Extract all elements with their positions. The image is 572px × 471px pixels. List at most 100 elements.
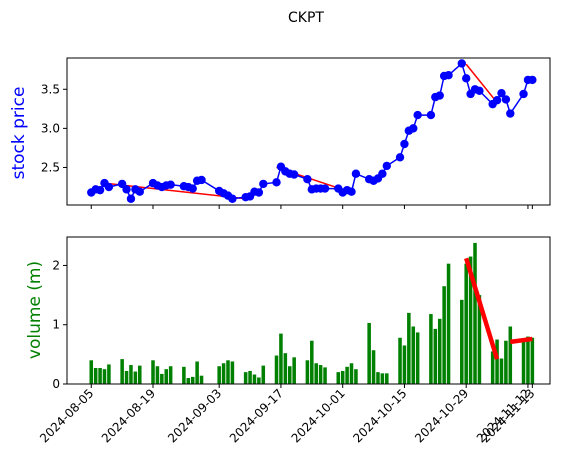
price-point xyxy=(347,187,356,196)
price-plot-frame xyxy=(66,57,551,206)
volume-bar xyxy=(190,376,195,384)
price-axis-title: stock price xyxy=(9,87,29,180)
volume-bar xyxy=(138,365,142,384)
price-point xyxy=(501,95,511,104)
volume-bar xyxy=(221,363,226,384)
price-point xyxy=(519,89,528,99)
volume-bar xyxy=(407,312,411,384)
volume-axis-title: volume (m) xyxy=(25,261,45,359)
volume-bar xyxy=(433,328,438,384)
price-point xyxy=(497,88,506,98)
volume-bar xyxy=(98,367,102,384)
volume-bar xyxy=(124,370,129,384)
volume-bar xyxy=(411,326,416,384)
volume-bar xyxy=(354,369,358,384)
volume-panel: volume (m) 012 2024-08-05 2024-08-19 2024-… xyxy=(25,236,551,445)
volume-bar xyxy=(261,365,266,384)
price-point xyxy=(444,71,453,80)
volume-bar xyxy=(93,367,98,384)
volume-bar xyxy=(279,333,283,384)
volume-bar xyxy=(310,340,314,384)
volume-bar xyxy=(129,365,133,384)
volume-bar xyxy=(442,286,446,384)
volume-bar xyxy=(504,340,508,384)
volume-bar xyxy=(257,377,261,384)
volume-bar xyxy=(314,363,318,384)
volume-bar xyxy=(182,366,186,384)
volume-bar xyxy=(305,360,310,384)
price-ytick-label: 3.5 xyxy=(41,82,60,96)
price-point xyxy=(135,187,144,196)
volume-bar xyxy=(151,360,155,384)
x-tick-label: 2024-09-03 xyxy=(165,386,224,445)
volume-bar xyxy=(385,373,389,384)
price-point xyxy=(254,188,264,197)
price-point xyxy=(492,96,502,105)
volume-bar xyxy=(133,371,138,384)
price-point xyxy=(475,86,484,96)
volume-bar xyxy=(521,339,526,384)
volume-bar xyxy=(349,363,354,384)
volume-trend-line xyxy=(464,257,500,360)
x-tick-label: 2024-10-29 xyxy=(412,386,471,445)
price-point xyxy=(122,185,131,194)
volume-bar xyxy=(499,358,504,384)
volume-bar xyxy=(473,242,477,384)
price-point xyxy=(259,179,268,189)
price-point xyxy=(435,91,444,100)
volume-bar xyxy=(252,374,257,384)
volume-bar xyxy=(186,378,191,384)
volume-bar xyxy=(495,339,499,384)
volume-bar xyxy=(468,256,473,384)
volume-bar xyxy=(274,355,279,384)
volume-bar xyxy=(340,370,345,384)
volume-bar xyxy=(371,350,376,384)
price-point xyxy=(320,184,330,193)
price-ytick-label: 3.0 xyxy=(41,121,60,135)
volume-bar xyxy=(437,318,442,384)
price-point xyxy=(351,169,361,178)
price-point xyxy=(289,170,299,179)
price-point xyxy=(197,175,206,185)
volume-bar xyxy=(283,353,288,384)
volume-bar xyxy=(89,360,94,384)
chart-title: CKPT xyxy=(288,10,324,26)
volume-bar xyxy=(287,366,292,384)
x-tick-label: 2024-09-17 xyxy=(227,386,286,445)
volume-ytick-label: 1 xyxy=(52,318,60,332)
volume-bar xyxy=(380,373,385,384)
volume-bar xyxy=(155,366,160,384)
volume-bar xyxy=(168,366,173,384)
volume-bar xyxy=(530,337,535,384)
volume-bar xyxy=(243,372,248,384)
volume-bar xyxy=(160,373,164,384)
price-point xyxy=(95,185,105,195)
price-ytick-label: 2.5 xyxy=(41,160,60,174)
volume-bar xyxy=(318,365,323,384)
volume-bar xyxy=(345,366,349,384)
price-point xyxy=(166,180,175,189)
price-point xyxy=(409,124,418,133)
volume-bar xyxy=(460,299,464,384)
price-panel: stock price 2.5 3.0 3.5 xyxy=(9,57,551,209)
price-point xyxy=(303,174,312,184)
volume-bar xyxy=(490,351,495,384)
price-point xyxy=(400,139,409,149)
volume-bar xyxy=(398,337,402,384)
price-point xyxy=(104,182,114,192)
price-point xyxy=(126,194,136,203)
x-tick-label: 2024-10-01 xyxy=(289,386,348,445)
volume-bar xyxy=(292,357,296,384)
price-point xyxy=(506,109,515,118)
volume-ytick-label: 0 xyxy=(52,377,60,391)
volume-bar xyxy=(217,366,221,384)
x-tick-label: 2024-08-19 xyxy=(99,386,158,445)
price-point xyxy=(188,184,197,193)
volume-bar xyxy=(195,361,199,384)
volume-bar xyxy=(415,332,420,384)
price-point xyxy=(457,59,466,68)
volume-bar xyxy=(226,360,230,384)
volume-bar xyxy=(402,345,407,384)
volume-bar xyxy=(107,364,111,384)
